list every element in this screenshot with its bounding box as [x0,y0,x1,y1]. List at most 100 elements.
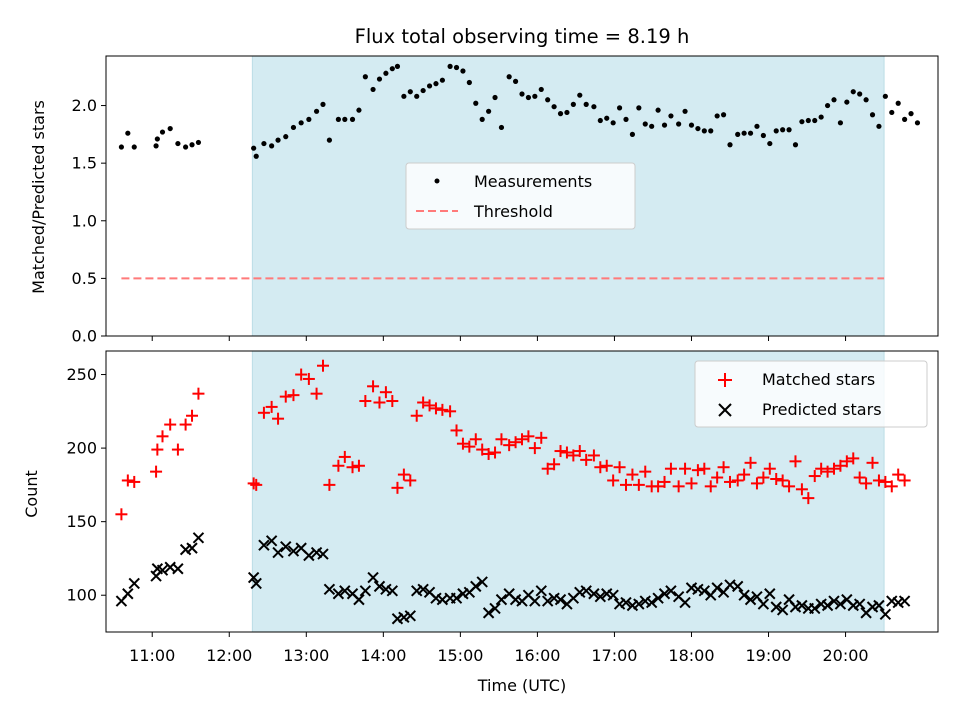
top-legend-box [405,162,636,230]
measurement-point [668,113,674,119]
matched-point [373,396,386,409]
matched-point [828,462,840,475]
matched-point [516,433,528,446]
matched-point [151,443,164,456]
matched-point [757,471,770,484]
measurement-point [498,124,505,131]
measurement-point [275,137,281,143]
measurement-point [747,130,754,136]
predicted-point [303,549,315,562]
measurement-point [610,120,616,126]
measurement-point [401,93,407,99]
matched-point [279,390,292,403]
measurement-point [876,123,882,129]
predicted-point [332,588,345,600]
measurement-point [824,102,831,109]
top-ytick-label: 1.5 [72,154,97,173]
matched-point [776,474,789,487]
matched-point [150,465,163,478]
xtick-label-1400: 14:00 [360,646,406,665]
predicted-point [620,596,632,609]
matched-point [295,368,308,381]
measurement-point [479,116,485,122]
matched-point [698,462,711,475]
matched-point [250,478,263,491]
matched-point [463,440,476,453]
measurement-point [131,144,137,150]
xtick-label-1300: 13:00 [283,646,329,665]
matched-point [885,480,898,493]
bottom-legend: Matched stars Predicted stars [694,360,928,428]
matched-point [802,492,815,505]
predicted-point [287,545,300,557]
measurement-point [506,74,512,80]
predicted-point [495,593,508,606]
measurement-point [741,130,747,136]
matched-point [115,508,128,521]
measurement-point [253,153,259,159]
predicted-point [476,576,488,588]
bottom-series-matched-stars [115,359,911,521]
measurement-point [512,78,519,84]
xtick-label-1600: 16:00 [514,646,560,665]
matched-point [685,477,698,490]
matched-point [821,465,834,478]
matched-point [763,462,776,475]
bottom-chart-panel: 100 150 200 250 11:00 12:00 13:00 14:00 15:00 16:… [66,350,939,665]
matched-point [711,471,724,484]
matched-point [815,462,828,475]
bottom-series-predicted-stars [115,532,911,625]
bottom-legend-box [694,360,928,428]
matched-point [386,395,399,408]
matched-point [892,468,905,481]
predicted-point [122,588,134,600]
predicted-point [698,585,711,597]
predicted-point [247,571,260,584]
predicted-point [339,585,351,597]
predicted-point [679,596,691,609]
matched-point [587,449,600,462]
matched-point [444,405,457,418]
measurement-point [902,116,908,122]
matched-point [272,412,285,425]
measurement-point [649,123,655,129]
measurement-point [564,109,570,116]
measurement-point [735,131,741,137]
matched-point [429,402,442,415]
predicted-point [450,592,463,604]
matched-point [613,461,626,474]
bottom-ytick-label: 200 [66,439,97,458]
measurement-point [850,89,856,95]
measurement-point [313,108,320,114]
measurement-point [623,116,629,122]
matched-point [410,409,423,422]
predicted-point [359,585,372,597]
measurement-point [154,136,160,142]
measurement-point [908,111,914,117]
measurement-point [473,100,479,106]
measurement-point [604,115,610,121]
matched-point [171,443,184,456]
matched-point [573,445,586,458]
predicted-point [645,596,658,609]
matched-point [672,480,685,493]
measurement-point [118,144,125,150]
matched-point [731,474,744,487]
matched-point [495,433,508,446]
measurement-point [773,128,779,134]
measurement-point [812,117,818,124]
matched-point [323,478,336,491]
predicted-point [633,598,645,610]
measurement-point [786,127,792,133]
bottom-x-axis-label: Time (UTC) [477,676,566,695]
matched-point [866,456,879,469]
measurement-point [895,100,901,106]
measurement-point [837,120,844,126]
measurement-point [727,142,733,148]
xtick-label-1700: 17:00 [591,646,637,665]
predicted-point [529,595,541,607]
predicted-point [879,608,892,621]
matched-point [679,462,692,475]
measurement-point [189,142,195,148]
